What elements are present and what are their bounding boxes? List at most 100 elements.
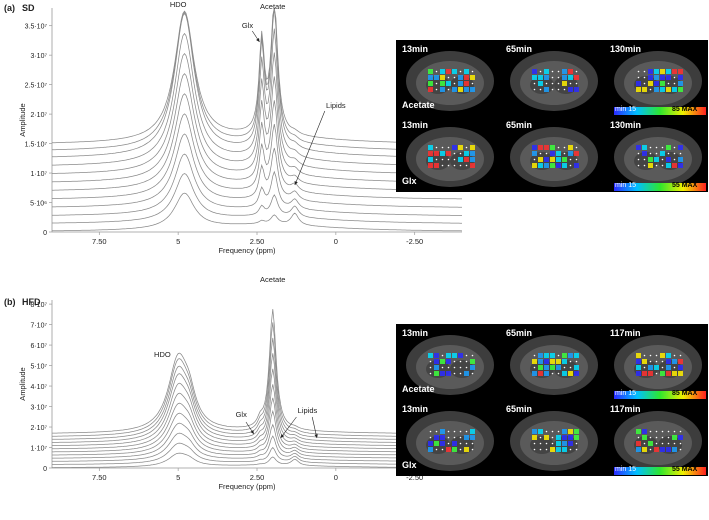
panel-a: (a) SD 0 5·10⁶ 1·10⁷ 1.5·10⁷ 2·10⁷ 2.5·10⁷ 3·1…: [4, 0, 708, 255]
timepoint-label: 13min: [402, 404, 429, 414]
spectrum-series: [52, 93, 462, 191]
y-tick-label: 4·10⁷: [30, 384, 47, 391]
x-tick-label: -2.50: [406, 473, 423, 482]
spectrum-series: [52, 28, 462, 167]
y-tick-label: 3·10⁷: [30, 405, 47, 412]
x-axis-label: Frequency (ppm): [218, 246, 276, 255]
spectrum-series: [52, 432, 462, 462]
annotation-lipids: Lipids: [326, 101, 346, 110]
timepoint-label: 65min: [506, 44, 533, 54]
y-tick-label: 2·10⁷: [30, 425, 47, 432]
x-tick-label: 0: [334, 237, 338, 246]
brain-slice-image: [510, 51, 598, 111]
annotation-arrow: [280, 416, 297, 439]
y-tick-label: 7·10⁷: [30, 323, 47, 330]
brain-slice-image: [510, 411, 598, 471]
spectrum-chart-hfd: 0 1·10⁷ 2·10⁷ 3·10⁷ 4·10⁷ 5·10⁷ 6·10⁷ 7·10⁷ 8·10…: [18, 275, 463, 491]
colorbar: [614, 107, 706, 115]
annotation-lipids: Lipids: [298, 406, 318, 415]
spectrum-series: [51, 113, 462, 200]
annotation-glx: Glx: [242, 21, 254, 30]
spectrum-series: [52, 409, 462, 456]
brain-slice-image: [406, 127, 494, 187]
brain-slice-image: [406, 411, 494, 471]
timepoint-label: 13min: [402, 328, 429, 338]
colorbar-min: min 15: [615, 466, 637, 473]
panel-b: (b) HFD 0 1·10⁷ 2·10⁷ 3·10⁷ 4·10⁷ 5·10⁷ 6·10⁷ 7…: [0, 260, 709, 520]
y-tick-label: 3·10⁷: [30, 53, 47, 60]
colorbar-max: 55 MAX: [672, 182, 698, 189]
spectrum-series: [51, 73, 462, 183]
annotation-acetate: Acetate: [260, 2, 285, 11]
y-tick-label: 1·10⁷: [30, 171, 47, 178]
glx-map-row: 13min 65min 130min Glx min 15 55 MAX: [396, 116, 708, 192]
x-tick-label: 0: [334, 473, 338, 482]
y-tick-label: 5·10⁷: [30, 364, 47, 371]
brain-slice-image: [406, 51, 494, 111]
annotation-arrowhead: [314, 434, 318, 438]
y-tick-label: 0: [43, 466, 47, 473]
annotation-arrow: [294, 110, 326, 186]
spectrum-series: [52, 422, 462, 459]
brain-slice-image: [510, 127, 598, 187]
y-axis-label: Amplitude: [18, 367, 27, 400]
colorbar-max: 55 MAX: [672, 466, 698, 473]
x-tick-label: 7.50: [92, 473, 107, 482]
acetate-map-row: 13min 65min 117min Acetate min 15 85 MAX: [396, 324, 708, 400]
spectrum-series: [52, 452, 462, 468]
brain-slice-image: [614, 51, 702, 111]
spectrum-series: [52, 7, 462, 144]
annotation-arrowhead: [280, 434, 285, 438]
y-tick-label: 3.5·10⁷: [25, 24, 48, 31]
spectrum-series: [52, 153, 462, 216]
colorbar-min: min 15: [615, 106, 637, 113]
timepoint-label: 65min: [506, 404, 533, 414]
spectrum-series: [52, 368, 462, 447]
x-tick-label: 5: [176, 237, 180, 246]
timepoint-label: 117min: [610, 404, 641, 414]
brain-slice-image: [614, 411, 702, 471]
spectrum-chart-sd: 0 5·10⁶ 1·10⁷ 1.5·10⁷ 2·10⁷ 2.5·10⁷ 3·10⁷ 3.5·1…: [18, 0, 463, 255]
annotation-arrowhead: [256, 38, 260, 42]
y-tick-label: 1.5·10⁷: [25, 142, 48, 149]
spectrum-series: [52, 322, 462, 438]
colorbar: [614, 183, 706, 191]
y-tick-label: 5·10⁶: [30, 201, 47, 208]
spectrum-series: [52, 397, 463, 453]
brain-slice-image: [614, 127, 702, 187]
spectrum-series: [52, 173, 462, 224]
y-axis-label: Amplitude: [18, 103, 27, 136]
annotation-hdo: HDO: [170, 0, 187, 9]
spectrum-series: [52, 442, 462, 465]
colorbar-max: 85 MAX: [672, 390, 698, 397]
y-tick-label: 2·10⁷: [30, 112, 47, 119]
spectrum-series: [52, 309, 462, 434]
spectrum-series: [52, 52, 463, 175]
metabolite-label: Glx: [402, 176, 417, 186]
panel-letter: (b): [4, 297, 16, 307]
annotation-glx: Glx: [236, 410, 248, 419]
timepoint-label: 130min: [610, 44, 642, 54]
colorbar-min: min 15: [615, 182, 637, 189]
x-axis-label: Frequency (ppm): [218, 482, 276, 491]
spectrum-series: [52, 192, 463, 232]
y-tick-label: 6·10⁷: [30, 343, 47, 350]
spectrum-series: [52, 384, 462, 450]
annotation-acetate: Acetate: [260, 275, 285, 284]
y-tick-label: 8·10⁷: [30, 302, 47, 309]
glx-map-row: 13min 65min 117min Glx min 15 55 MAX: [396, 400, 708, 476]
brain-slice-image: [406, 335, 494, 395]
colorbar: [614, 391, 706, 399]
x-tick-label: 2.50: [250, 473, 265, 482]
brain-slice-image: [510, 335, 598, 395]
timepoint-label: 13min: [402, 120, 429, 130]
timepoint-label: 13min: [402, 44, 429, 54]
y-tick-label: 0: [43, 230, 47, 237]
timepoint-label: 65min: [506, 328, 533, 338]
diet-label: HFD: [22, 297, 41, 307]
x-tick-label: -2.50: [406, 237, 423, 246]
diet-label: SD: [22, 3, 35, 13]
annotation-arrowhead: [294, 181, 298, 185]
colorbar-max: 85 MAX: [672, 106, 698, 113]
colorbar: [614, 467, 706, 475]
